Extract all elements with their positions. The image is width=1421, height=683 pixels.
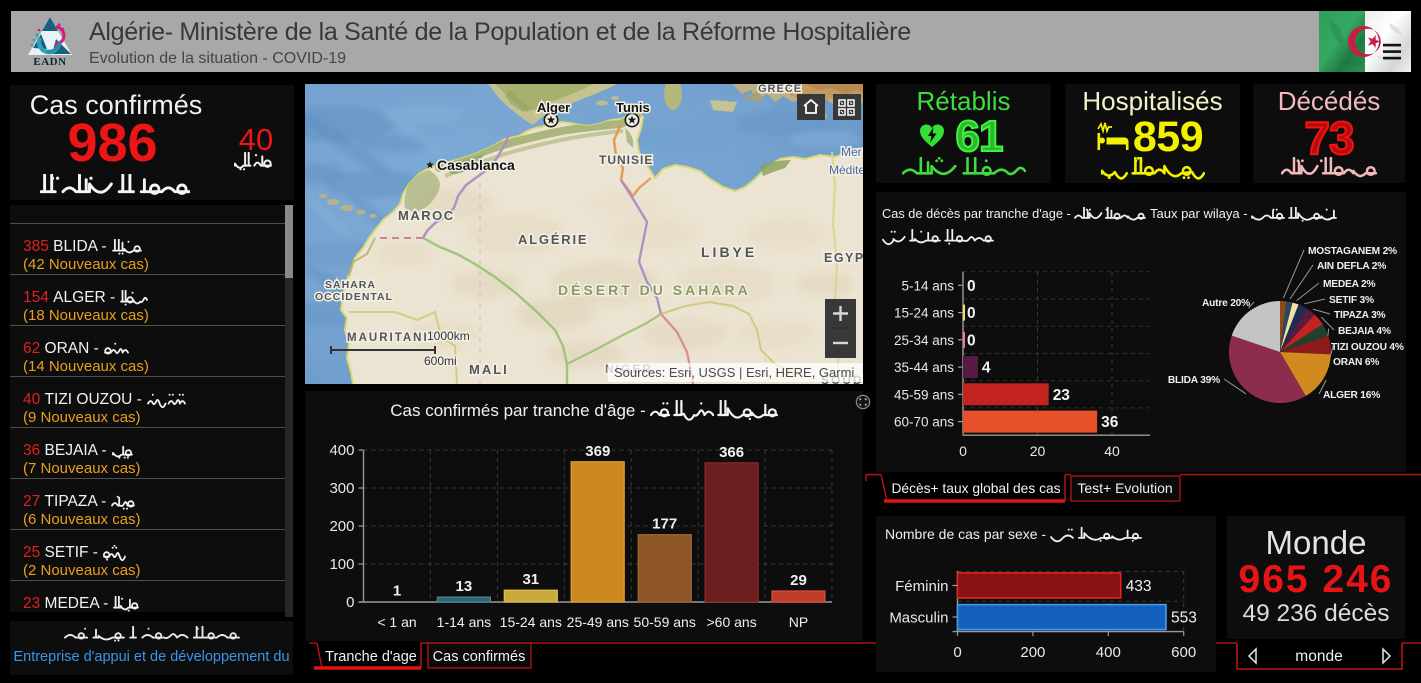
svg-text:25-34 ans: 25-34 ans (894, 333, 954, 348)
svg-text:Sources: Esri, USGS | Esri, HE: Sources: Esri, USGS | Esri, HERE, Garmi (614, 365, 854, 380)
svg-text:Casablanca: Casablanca (437, 157, 515, 173)
svg-text:40: 40 (1104, 443, 1120, 459)
svg-text:Méditerr: Méditerr (829, 163, 863, 177)
svg-text:1: 1 (393, 583, 401, 600)
svg-text:23: 23 (1053, 387, 1071, 404)
svg-text:Test+ Evolution: Test+ Evolution (1077, 480, 1172, 496)
svg-text:MEDEA 2%: MEDEA 2% (1323, 279, 1376, 290)
svg-text:< 1 an: < 1 an (377, 614, 416, 630)
svg-text:0: 0 (959, 443, 967, 459)
svg-text:ALGER 16%: ALGER 16% (1323, 390, 1380, 401)
svg-text:20: 20 (1030, 443, 1046, 459)
svg-text:13: 13 (456, 578, 473, 595)
svg-text:LIBYE: LIBYE (701, 244, 757, 260)
svg-text:NP: NP (789, 614, 808, 630)
svg-text:200: 200 (1020, 644, 1045, 661)
svg-text:433: 433 (1126, 578, 1152, 595)
svg-text:MOSTAGANEM 2%: MOSTAGANEM 2% (1308, 246, 1397, 257)
svg-text:Cas confirmés: Cas confirmés (433, 649, 526, 665)
svg-text:60-70 ans: 60-70 ans (894, 415, 954, 430)
svg-text:100: 100 (329, 556, 354, 573)
svg-text:15-24 ans: 15-24 ans (894, 306, 954, 321)
svg-text:366: 366 (719, 444, 744, 461)
svg-text:EADN: EADN (33, 56, 66, 66)
svg-text:4: 4 (982, 360, 991, 377)
svg-text:369: 369 (585, 443, 610, 460)
svg-text:300: 300 (329, 480, 354, 497)
svg-text:1-14 ans: 1-14 ans (437, 614, 491, 630)
svg-text:BEJAIA 4%: BEJAIA 4% (1338, 326, 1391, 337)
svg-text:36: 36 (1101, 414, 1119, 431)
svg-text:TUNISIE: TUNISIE (599, 153, 653, 167)
svg-text:MAURITANIE: MAURITANIE (347, 332, 438, 344)
svg-text:Alger: Alger (537, 100, 570, 115)
svg-text:31: 31 (522, 571, 539, 588)
svg-text:TIZI OUZOU 4%: TIZI OUZOU 4% (1331, 342, 1404, 353)
svg-text:29: 29 (790, 572, 807, 589)
svg-text:monde: monde (1295, 648, 1342, 665)
svg-text:Tunis: Tunis (616, 100, 650, 115)
svg-text:1000km: 1000km (427, 329, 470, 343)
svg-text:600mi: 600mi (424, 354, 457, 368)
svg-text:0: 0 (967, 305, 976, 322)
svg-text:Mer: Mer (841, 145, 862, 159)
svg-text:35-44 ans: 35-44 ans (894, 360, 954, 375)
svg-text:0: 0 (967, 278, 976, 295)
svg-text:177: 177 (652, 516, 677, 533)
svg-text:15-24 ans: 15-24 ans (500, 614, 562, 630)
svg-text:GRECE: GRECE (758, 84, 802, 95)
svg-text:Féminin: Féminin (895, 578, 948, 595)
svg-text:ALGÉRIE: ALGÉRIE (518, 232, 588, 247)
svg-text:TIPAZA 3%: TIPAZA 3% (1334, 310, 1386, 321)
svg-text:DÉSERT DU SAHARA: DÉSERT DU SAHARA (558, 282, 751, 298)
svg-text:>60 ans: >60 ans (706, 614, 756, 630)
svg-text:5-14 ans: 5-14 ans (901, 278, 954, 293)
svg-text:MALI: MALI (469, 362, 509, 377)
svg-text:45-59 ans: 45-59 ans (894, 387, 954, 402)
svg-text:600: 600 (1171, 644, 1196, 661)
svg-text:25-49 ans: 25-49 ans (567, 614, 629, 630)
svg-text:Tranche d'age: Tranche d'age (325, 649, 417, 665)
svg-text:Autre 20%: Autre 20% (1202, 298, 1250, 309)
svg-text:0: 0 (967, 332, 976, 349)
svg-text:0: 0 (953, 644, 961, 661)
svg-text:OCCIDENTAL: OCCIDENTAL (315, 291, 393, 303)
svg-text:Décès+ taux global des cas: Décès+ taux global des cas (891, 481, 1060, 496)
svg-text:400: 400 (329, 442, 354, 459)
svg-text:200: 200 (329, 518, 354, 535)
svg-text:MAROC: MAROC (398, 208, 455, 223)
svg-text:400: 400 (1096, 644, 1121, 661)
svg-text:BLIDA 39%: BLIDA 39% (1168, 375, 1220, 386)
svg-text:Masculin: Masculin (889, 610, 948, 627)
svg-text:EGYPTE: EGYPTE (824, 251, 863, 265)
svg-text:0: 0 (346, 594, 354, 611)
svg-text:SETIF 3%: SETIF 3% (1329, 295, 1374, 306)
svg-text:SAHARA: SAHARA (325, 279, 376, 291)
svg-text:AIN DEFLA 2%: AIN DEFLA 2% (1317, 261, 1386, 272)
svg-text:ORAN 6%: ORAN 6% (1333, 357, 1379, 368)
svg-text:50-59 ans: 50-59 ans (634, 614, 696, 630)
svg-text:553: 553 (1171, 610, 1197, 627)
